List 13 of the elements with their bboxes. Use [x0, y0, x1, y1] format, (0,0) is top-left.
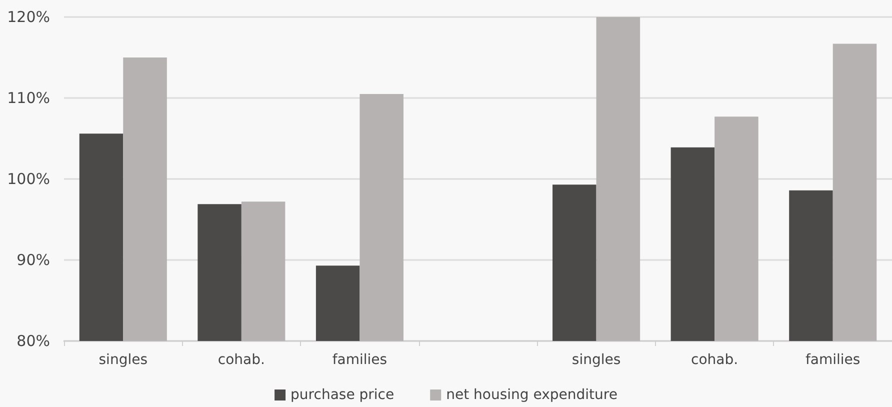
x-tick-label: families — [805, 352, 860, 368]
legend-label: purchase price — [290, 387, 394, 403]
y-tick-label: 100% — [7, 170, 50, 188]
x-tick-label: singles — [98, 352, 148, 368]
x-tick-label: cohab. — [691, 352, 738, 368]
x-tick-label: families — [332, 352, 388, 368]
legend-label: net housing expenditure — [446, 387, 618, 403]
y-tick-label: 80% — [16, 332, 50, 350]
y-tick-label: 120% — [7, 8, 50, 26]
x-tick-label: cohab. — [218, 352, 265, 368]
y-tick-label: 90% — [16, 251, 50, 269]
y-tick-label: 110% — [7, 89, 50, 107]
x-tick-label: singles — [572, 352, 621, 368]
